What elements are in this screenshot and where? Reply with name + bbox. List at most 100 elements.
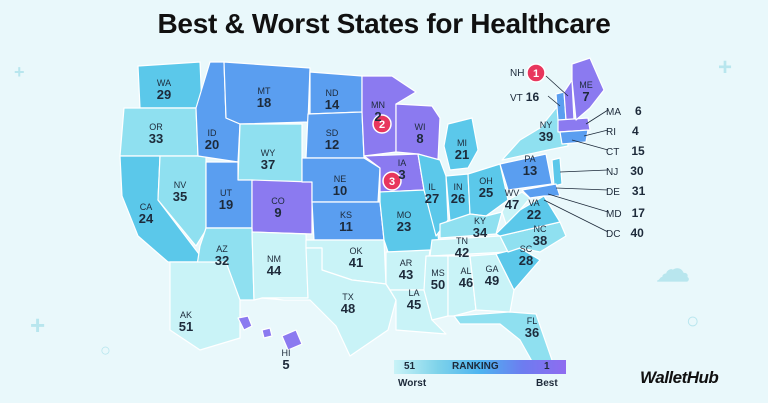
state-abbr-nm: NM bbox=[267, 254, 281, 264]
state-rank-wi: 8 bbox=[416, 131, 423, 146]
state-abbr-va: VA bbox=[528, 198, 539, 208]
state-rank-ok: 41 bbox=[349, 255, 363, 270]
state-rank-wv: 47 bbox=[505, 197, 519, 212]
state-abbr-pa: PA bbox=[524, 154, 535, 164]
state-abbr-mi: MI bbox=[457, 138, 467, 148]
circle-deco-icon: ○ bbox=[686, 308, 700, 333]
callout-ma: MA 6 bbox=[606, 104, 642, 118]
state-rank-mo: 23 bbox=[397, 219, 411, 234]
state-rank-al: 46 bbox=[459, 275, 473, 290]
circle-deco-icon: ○ bbox=[100, 340, 111, 360]
legend-title: RANKING bbox=[452, 361, 499, 372]
ranking-legend-bar: 51 RANKING 1 bbox=[394, 360, 566, 374]
page-title: Best & Worst States for Healthcare bbox=[157, 8, 611, 39]
state-rank-la: 45 bbox=[407, 297, 421, 312]
state-abbr-ut: UT bbox=[220, 188, 232, 198]
state-rank-ne: 10 bbox=[333, 183, 347, 198]
cloud-deco-icon: ☁ bbox=[656, 251, 690, 289]
state-abbr-hi: HI bbox=[282, 348, 291, 358]
callout-lines bbox=[543, 75, 609, 233]
state-rank-ca: 24 bbox=[139, 211, 154, 226]
state-nj[interactable] bbox=[551, 157, 563, 187]
state-abbr-nd: ND bbox=[326, 88, 339, 98]
state-abbr-nv: NV bbox=[174, 180, 187, 190]
callout-nh: NH bbox=[510, 68, 525, 79]
state-ct-ri[interactable] bbox=[559, 129, 589, 145]
top3-badges: 1 2 3 bbox=[372, 63, 546, 191]
callout-ct: CT 15 bbox=[606, 144, 645, 158]
state-rank-ms: 50 bbox=[431, 277, 445, 292]
state-rank-nd: 14 bbox=[325, 97, 340, 112]
state-al[interactable] bbox=[447, 255, 477, 317]
wallethub-logo: WalletHub bbox=[640, 368, 719, 387]
state-rank-ny: 39 bbox=[539, 129, 553, 144]
state-hi[interactable] bbox=[281, 329, 303, 351]
state-rank-sd: 12 bbox=[325, 137, 339, 152]
state-il[interactable] bbox=[417, 153, 449, 237]
state-hi[interactable] bbox=[261, 327, 273, 339]
state-rank-nc: 38 bbox=[533, 233, 547, 248]
state-abbr-ne: NE bbox=[334, 174, 347, 184]
state-abbr-wv: WV bbox=[505, 188, 520, 198]
state-ak[interactable] bbox=[169, 261, 241, 351]
state-abbr-sd: SD bbox=[326, 128, 339, 138]
state-rank-ks: 11 bbox=[339, 219, 353, 234]
state-rank-or: 33 bbox=[149, 131, 163, 146]
state-abbr-sc: SC bbox=[520, 244, 533, 254]
callout-vt: VT 16 bbox=[510, 90, 540, 104]
state-rank-az: 32 bbox=[215, 253, 229, 268]
state-rank-tn: 42 bbox=[455, 245, 469, 260]
state-abbr-ga: GA bbox=[485, 264, 498, 274]
state-mt[interactable] bbox=[223, 61, 311, 125]
state-rank-hi: 5 bbox=[282, 357, 289, 372]
state-abbr-mo: MO bbox=[397, 210, 412, 220]
state-abbr-ak: AK bbox=[180, 310, 192, 320]
state-rank-sc: 28 bbox=[519, 253, 533, 268]
state-rank-wa: 29 bbox=[157, 87, 171, 102]
state-hi[interactable] bbox=[237, 315, 253, 331]
state-me[interactable] bbox=[571, 57, 605, 121]
state-abbr-nc: NC bbox=[534, 224, 547, 234]
state-rank-nv: 35 bbox=[173, 189, 187, 204]
badge-rank-3 bbox=[382, 171, 402, 191]
state-abbr-al: AL bbox=[460, 266, 471, 276]
state-ms[interactable] bbox=[423, 255, 449, 321]
state-abbr-tx: TX bbox=[342, 292, 354, 302]
callout-nj: NJ 30 bbox=[606, 164, 644, 178]
state-abbr-in: IN bbox=[454, 182, 463, 192]
state-pa[interactable] bbox=[499, 153, 553, 191]
state-abbr-ar: AR bbox=[400, 258, 413, 268]
state-abbr-wi: WI bbox=[415, 122, 426, 132]
state-rank-pa: 13 bbox=[523, 163, 537, 178]
state-rank-oh: 25 bbox=[479, 185, 493, 200]
state-abbr-il: IL bbox=[428, 182, 436, 192]
state-rank-in: 26 bbox=[451, 191, 465, 206]
state-abbr-mt: MT bbox=[258, 86, 271, 96]
state-abbr-mn: MN bbox=[371, 100, 385, 110]
state-abbr-az: AZ bbox=[216, 244, 228, 254]
state-abbr-tn: TN bbox=[456, 236, 468, 246]
state-rank-mt: 18 bbox=[257, 95, 271, 110]
state-rank-fl: 36 bbox=[525, 325, 539, 340]
badge-rank-1-number: 1 bbox=[533, 68, 539, 80]
state-rank-va: 22 bbox=[527, 207, 541, 222]
state-abbr-ms: MS bbox=[431, 268, 445, 278]
state-tx[interactable] bbox=[261, 247, 397, 357]
state-abbr-id: ID bbox=[208, 128, 218, 138]
state-rank-ga: 49 bbox=[485, 273, 499, 288]
state-abbr-fl: FL bbox=[527, 316, 538, 326]
badge-rank-2-number: 2 bbox=[379, 119, 385, 131]
state-abbr-ok: OK bbox=[349, 246, 362, 256]
state-mi[interactable] bbox=[443, 117, 479, 171]
state-abbr-me: ME bbox=[579, 80, 593, 90]
callout-de: DE 31 bbox=[606, 184, 646, 198]
state-co[interactable] bbox=[251, 179, 313, 235]
state-abbr-ks: KS bbox=[340, 210, 352, 220]
state-oh[interactable] bbox=[467, 163, 509, 217]
legend-worst-label: Worst bbox=[398, 378, 427, 389]
state-abbr-ny: NY bbox=[540, 120, 553, 130]
badge-rank-1 bbox=[526, 63, 546, 83]
state-abbr-wa: WA bbox=[157, 78, 171, 88]
state-abbr-la: LA bbox=[408, 288, 419, 298]
